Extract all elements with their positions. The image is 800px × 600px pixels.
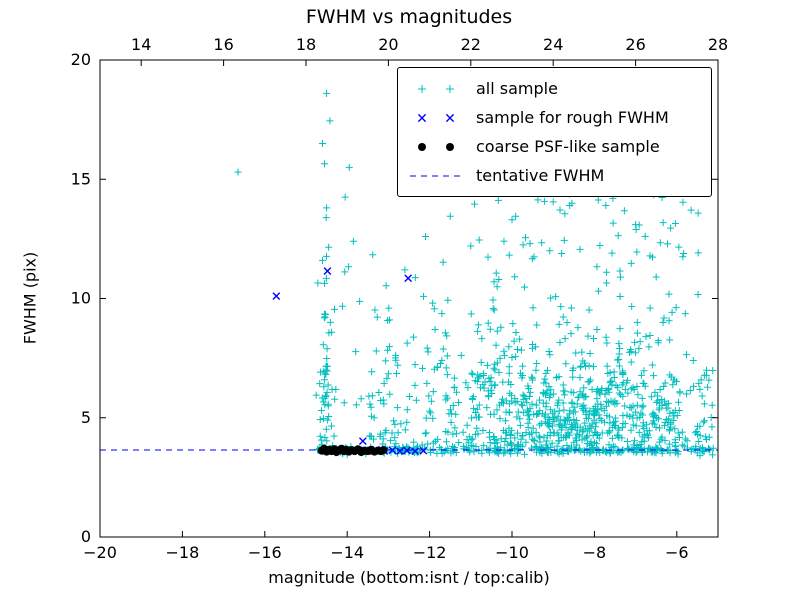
legend: all sample sample for rough FWHM coarse PS… <box>397 67 712 197</box>
x-tick-label: −6 <box>665 543 689 562</box>
legend-label: all sample <box>476 79 558 98</box>
series-x <box>272 267 428 456</box>
y-tick-label: 10 <box>71 289 91 308</box>
x-tick-label: −8 <box>583 543 607 562</box>
x-axis-label: magnitude (bottom:isnt / top:calib) <box>268 568 550 587</box>
legend-label: sample for rough FWHM <box>476 108 669 127</box>
top-tick-label: 22 <box>461 35 481 54</box>
dashed-line-legend-marker <box>410 175 462 176</box>
x-tick-label: −12 <box>413 543 447 562</box>
top-tick-label: 26 <box>625 35 645 54</box>
y-tick-label: 20 <box>71 50 91 69</box>
chart-title: FWHM vs magnitudes <box>305 6 513 28</box>
y-tick-label: 15 <box>71 169 91 188</box>
x-tick-label: −16 <box>248 543 282 562</box>
top-tick-label: 28 <box>708 35 728 54</box>
legend-entry: sample for rough FWHM <box>406 103 703 132</box>
top-tick-label: 14 <box>131 35 151 54</box>
axes: −20 −18 −16 −14 −12 −10 −8 −6 14 16 18 20 22 24 26 28 0 5… <box>71 35 729 562</box>
top-tick-label: 24 <box>543 35 563 54</box>
top-tick-label: 16 <box>213 35 233 54</box>
x-legend-marker <box>417 113 455 122</box>
legend-entry: coarse PSF-like sample <box>406 132 703 161</box>
x-tick-label: −14 <box>330 543 364 562</box>
x-tick-label: −10 <box>495 543 529 562</box>
y-tick-label: 5 <box>81 408 91 427</box>
plus-legend-marker <box>418 84 454 93</box>
legend-entry: all sample <box>406 74 703 103</box>
x-tick-label: −18 <box>166 543 200 562</box>
series-dot <box>317 444 388 457</box>
top-tick-label: 18 <box>296 35 316 54</box>
dot-legend-marker <box>418 142 454 151</box>
legend-label: tentative FWHM <box>476 166 605 185</box>
plot-area <box>100 89 718 460</box>
y-tick-label: 0 <box>81 527 91 546</box>
legend-entry: tentative FWHM <box>406 161 703 190</box>
x-tick-label: −20 <box>83 543 117 562</box>
legend-label: coarse PSF-like sample <box>476 137 660 156</box>
top-tick-label: 20 <box>378 35 398 54</box>
y-axis-label: FWHM (pix) <box>20 251 40 345</box>
